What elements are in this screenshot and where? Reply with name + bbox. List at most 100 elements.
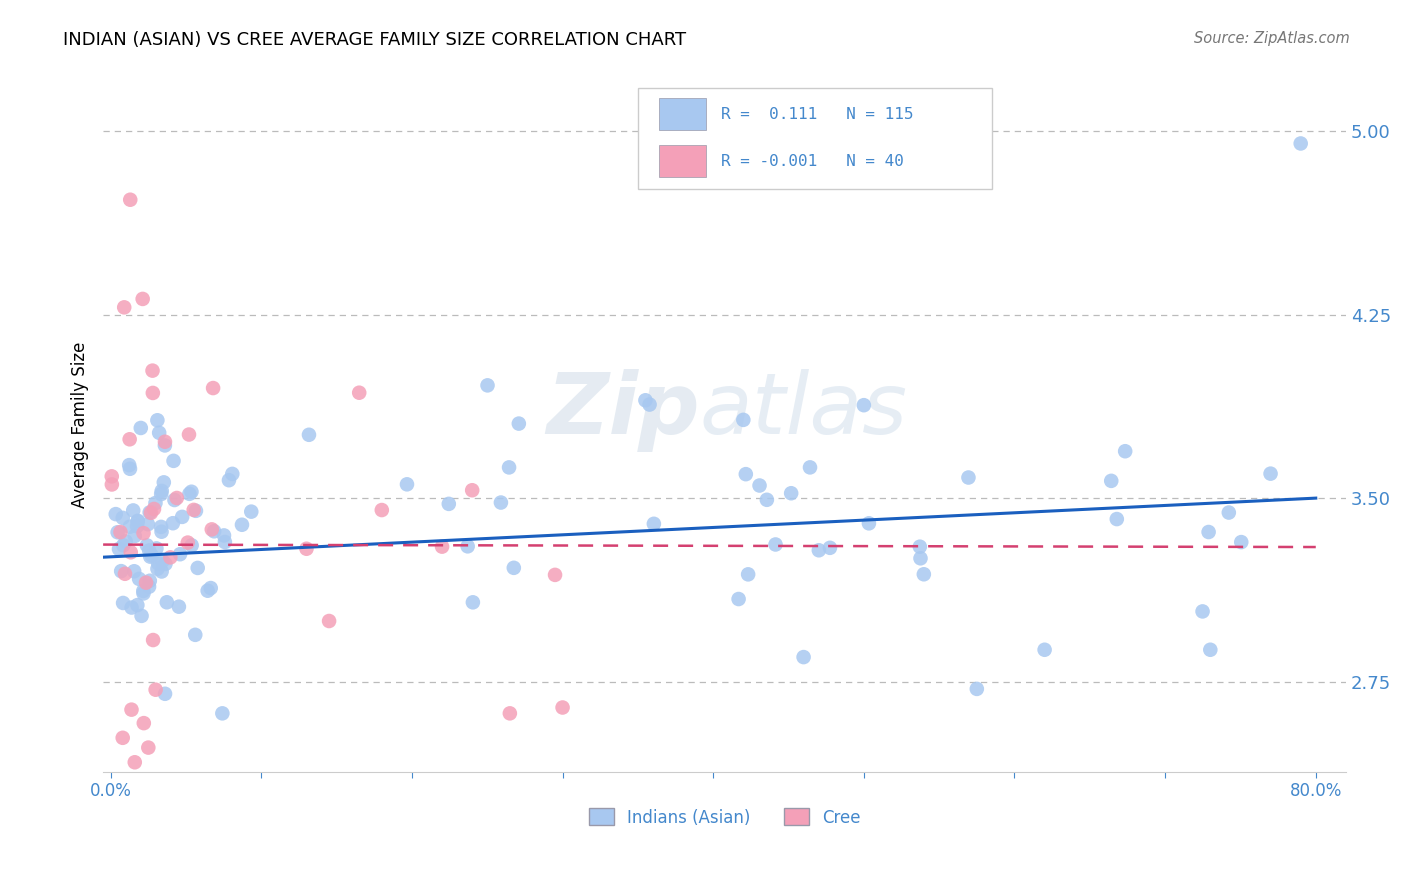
Point bbox=[858, 516, 880, 531]
Point bbox=[127, 598, 149, 612]
Point bbox=[1260, 467, 1282, 481]
Point bbox=[818, 541, 841, 555]
Point bbox=[166, 491, 188, 505]
Point bbox=[502, 561, 524, 575]
Text: INDIAN (ASIAN) VS CREE AVERAGE FAMILY SIZE CORRELATION CHART: INDIAN (ASIAN) VS CREE AVERAGE FAMILY SI… bbox=[63, 31, 686, 49]
Point bbox=[121, 600, 143, 615]
Point bbox=[112, 301, 135, 315]
Point bbox=[183, 503, 205, 517]
Point bbox=[755, 492, 778, 507]
Point bbox=[852, 398, 875, 412]
Point bbox=[139, 506, 162, 520]
Point bbox=[132, 586, 155, 600]
Point bbox=[748, 478, 770, 492]
Point bbox=[111, 731, 134, 745]
Point bbox=[477, 378, 499, 392]
Point bbox=[1237, 804, 1260, 818]
Point bbox=[153, 475, 176, 490]
FancyBboxPatch shape bbox=[637, 87, 991, 188]
Point bbox=[733, 413, 755, 427]
Point bbox=[155, 557, 177, 571]
Point bbox=[153, 434, 176, 449]
Point bbox=[141, 549, 163, 563]
Point bbox=[127, 514, 149, 528]
Point bbox=[136, 538, 159, 552]
Point bbox=[132, 526, 155, 541]
Point bbox=[200, 581, 222, 595]
Point bbox=[124, 529, 146, 543]
Point bbox=[169, 547, 191, 561]
Point bbox=[172, 509, 194, 524]
Point bbox=[793, 650, 815, 665]
Point bbox=[184, 628, 207, 642]
Point bbox=[544, 567, 567, 582]
Point bbox=[141, 364, 163, 378]
Point bbox=[148, 425, 170, 440]
Point bbox=[118, 458, 141, 472]
Point bbox=[150, 483, 173, 498]
Point bbox=[110, 525, 132, 540]
Text: Source: ZipAtlas.com: Source: ZipAtlas.com bbox=[1194, 31, 1350, 46]
Point bbox=[437, 497, 460, 511]
Point bbox=[1105, 512, 1128, 526]
Point bbox=[231, 517, 253, 532]
Point bbox=[163, 493, 186, 508]
Point bbox=[1198, 524, 1220, 539]
Point bbox=[461, 595, 484, 609]
Point bbox=[1218, 506, 1240, 520]
Text: R =  0.111   N = 115: R = 0.111 N = 115 bbox=[721, 107, 914, 122]
Point bbox=[118, 520, 141, 534]
Point bbox=[150, 487, 173, 501]
Point bbox=[1033, 642, 1056, 657]
Point bbox=[136, 517, 159, 532]
Point bbox=[551, 700, 574, 714]
Bar bbox=[658, 98, 706, 130]
Point bbox=[187, 561, 209, 575]
Point bbox=[136, 740, 159, 755]
Point bbox=[142, 386, 165, 401]
Point bbox=[197, 583, 219, 598]
Point bbox=[125, 519, 148, 533]
Point bbox=[131, 292, 153, 306]
Point bbox=[910, 551, 932, 566]
Point bbox=[347, 385, 370, 400]
Point bbox=[145, 682, 167, 697]
Point bbox=[461, 483, 484, 498]
Point bbox=[177, 535, 200, 549]
Point bbox=[111, 511, 134, 525]
Point bbox=[146, 413, 169, 427]
Point bbox=[120, 193, 142, 207]
Point bbox=[638, 398, 661, 412]
Text: Zip: Zip bbox=[546, 369, 700, 452]
Point bbox=[912, 567, 935, 582]
Bar bbox=[658, 145, 706, 177]
Point bbox=[737, 567, 759, 582]
Point bbox=[159, 550, 181, 565]
Point bbox=[122, 564, 145, 578]
Text: R = -0.001   N = 40: R = -0.001 N = 40 bbox=[721, 154, 904, 169]
Point bbox=[101, 477, 124, 491]
Point bbox=[139, 549, 162, 564]
Point bbox=[153, 438, 176, 452]
Y-axis label: Average Family Size: Average Family Size bbox=[72, 342, 89, 508]
Point bbox=[371, 503, 394, 517]
Point bbox=[957, 470, 980, 484]
Point bbox=[218, 473, 240, 487]
Point bbox=[138, 505, 160, 519]
Point bbox=[110, 564, 132, 578]
Point bbox=[295, 541, 318, 556]
Point bbox=[120, 545, 142, 559]
Point bbox=[121, 703, 143, 717]
Point bbox=[150, 520, 173, 534]
Text: atlas: atlas bbox=[700, 369, 908, 452]
Point bbox=[457, 539, 479, 553]
Point bbox=[108, 541, 131, 556]
Point bbox=[318, 614, 340, 628]
Point bbox=[112, 538, 135, 552]
Point bbox=[240, 505, 263, 519]
Point bbox=[104, 507, 127, 521]
Point bbox=[124, 756, 146, 770]
Point bbox=[132, 716, 155, 731]
Point bbox=[508, 417, 530, 431]
Point bbox=[127, 515, 149, 529]
